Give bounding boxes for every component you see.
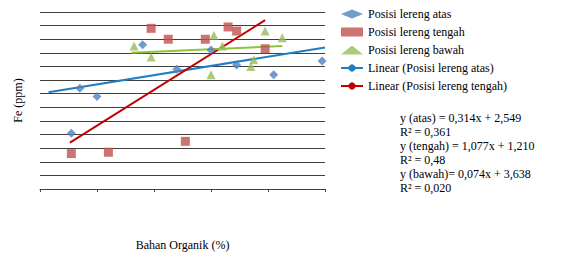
svg-text:R² = 0,48: R² = 0,48: [400, 153, 445, 167]
svg-text:Bahan Organik (%): Bahan Organik (%): [136, 238, 230, 252]
svg-text:Posisi lereng bawah: Posisi lereng bawah: [368, 43, 464, 57]
svg-text:Posisi lereng atas: Posisi lereng atas: [368, 7, 452, 21]
svg-text:y (atas) = 0,314x + 2,549: y (atas) = 0,314x + 2,549: [400, 111, 521, 125]
svg-text:R² = 0,020: R² = 0,020: [400, 181, 451, 195]
svg-text:y (bawah)= 0,074x + 3,638: y (bawah)= 0,074x + 3,638: [400, 167, 531, 181]
svg-text:Linear (Posisi lereng atas): Linear (Posisi lereng atas): [368, 61, 494, 75]
svg-text:y (tengah) = 1,077x + 1,210: y (tengah) = 1,077x + 1,210: [400, 139, 535, 153]
svg-text:Fe (ppm): Fe (ppm): [11, 78, 25, 122]
svg-text:R² = 0,361: R² = 0,361: [400, 125, 451, 139]
svg-text:Linear (Posisi lereng tengah): Linear (Posisi lereng tengah): [368, 79, 507, 93]
svg-text:Posisi lereng tengah: Posisi lereng tengah: [368, 25, 465, 39]
